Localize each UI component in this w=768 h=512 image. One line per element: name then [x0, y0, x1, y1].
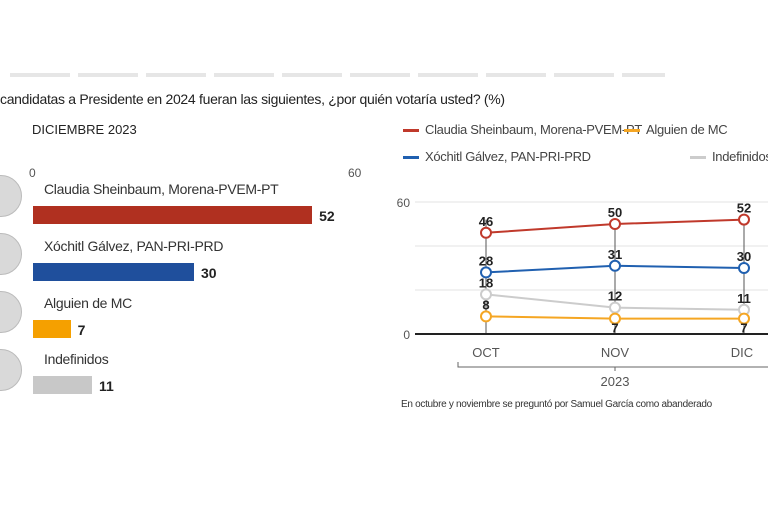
data-point: [480, 310, 492, 323]
data-point: [609, 312, 621, 325]
data-label: 50: [608, 205, 622, 220]
bar-chart-title: DICIEMBRE 2023: [32, 122, 137, 137]
data-label: 7: [740, 321, 747, 336]
data-label: 12: [608, 289, 622, 304]
legend-sheinbaum: Claudia Sheinbaum, Morena-PVEM-PT: [403, 122, 642, 137]
legend-indefinidos: Indefinidos: [690, 149, 768, 164]
bar: [33, 320, 71, 338]
year-bracket: [457, 362, 768, 371]
data-label: 7: [611, 321, 618, 336]
bar-category-label: Claudia Sheinbaum, Morena-PVEM-PT: [44, 181, 279, 197]
data-point: [609, 218, 621, 230]
bar-category-label: Xóchitl Gálvez, PAN-PRI-PRD: [44, 238, 224, 254]
bar: [33, 206, 313, 224]
legend-mc: Alguien de MC: [624, 122, 728, 137]
x-group-label: 2023: [601, 374, 630, 389]
bar-category-label: Indefinidos: [44, 351, 109, 367]
data-label: 28: [479, 253, 493, 268]
data-point: [480, 266, 492, 279]
data-point: [609, 301, 621, 314]
bar: [33, 263, 194, 281]
bar-value-label: 7: [77, 322, 86, 338]
data-point: [738, 312, 750, 325]
data-label: 31: [608, 247, 622, 262]
chart-note: En octubre y noviembre se preguntó por S…: [401, 399, 712, 410]
data-label: 8: [482, 297, 489, 312]
legend-galvez: Xóchitl Gálvez, PAN-PRI-PRD: [403, 149, 591, 164]
data-label: 30: [737, 249, 751, 264]
data-point: [480, 288, 492, 301]
bar-value-label: 30: [201, 265, 217, 281]
question-title: candidatas a Presidente en 2024 fueran l…: [0, 91, 505, 107]
data-label: 46: [479, 214, 493, 229]
bar-category-label: Alguien de MC: [44, 295, 132, 311]
data-point: [738, 213, 750, 226]
data-point: [480, 226, 492, 239]
data-label: 11: [737, 291, 751, 306]
x-tick-label: DIC: [731, 345, 753, 360]
faded-header: [10, 73, 665, 77]
data-label: 18: [479, 275, 493, 290]
bar-tick-60: 60: [348, 166, 362, 180]
bar-tick-0: 0: [29, 166, 36, 180]
bar: [33, 376, 93, 394]
data-label: 52: [737, 201, 751, 216]
bar-value-label: 11: [99, 378, 114, 394]
y-tick-0: 0: [403, 328, 410, 342]
data-point: [609, 259, 621, 272]
bar-value-label: 52: [319, 208, 335, 224]
data-point: [738, 262, 750, 274]
x-tick-label: NOV: [601, 345, 630, 360]
x-tick-label: OCT: [472, 345, 500, 360]
y-tick-60: 60: [397, 196, 411, 210]
